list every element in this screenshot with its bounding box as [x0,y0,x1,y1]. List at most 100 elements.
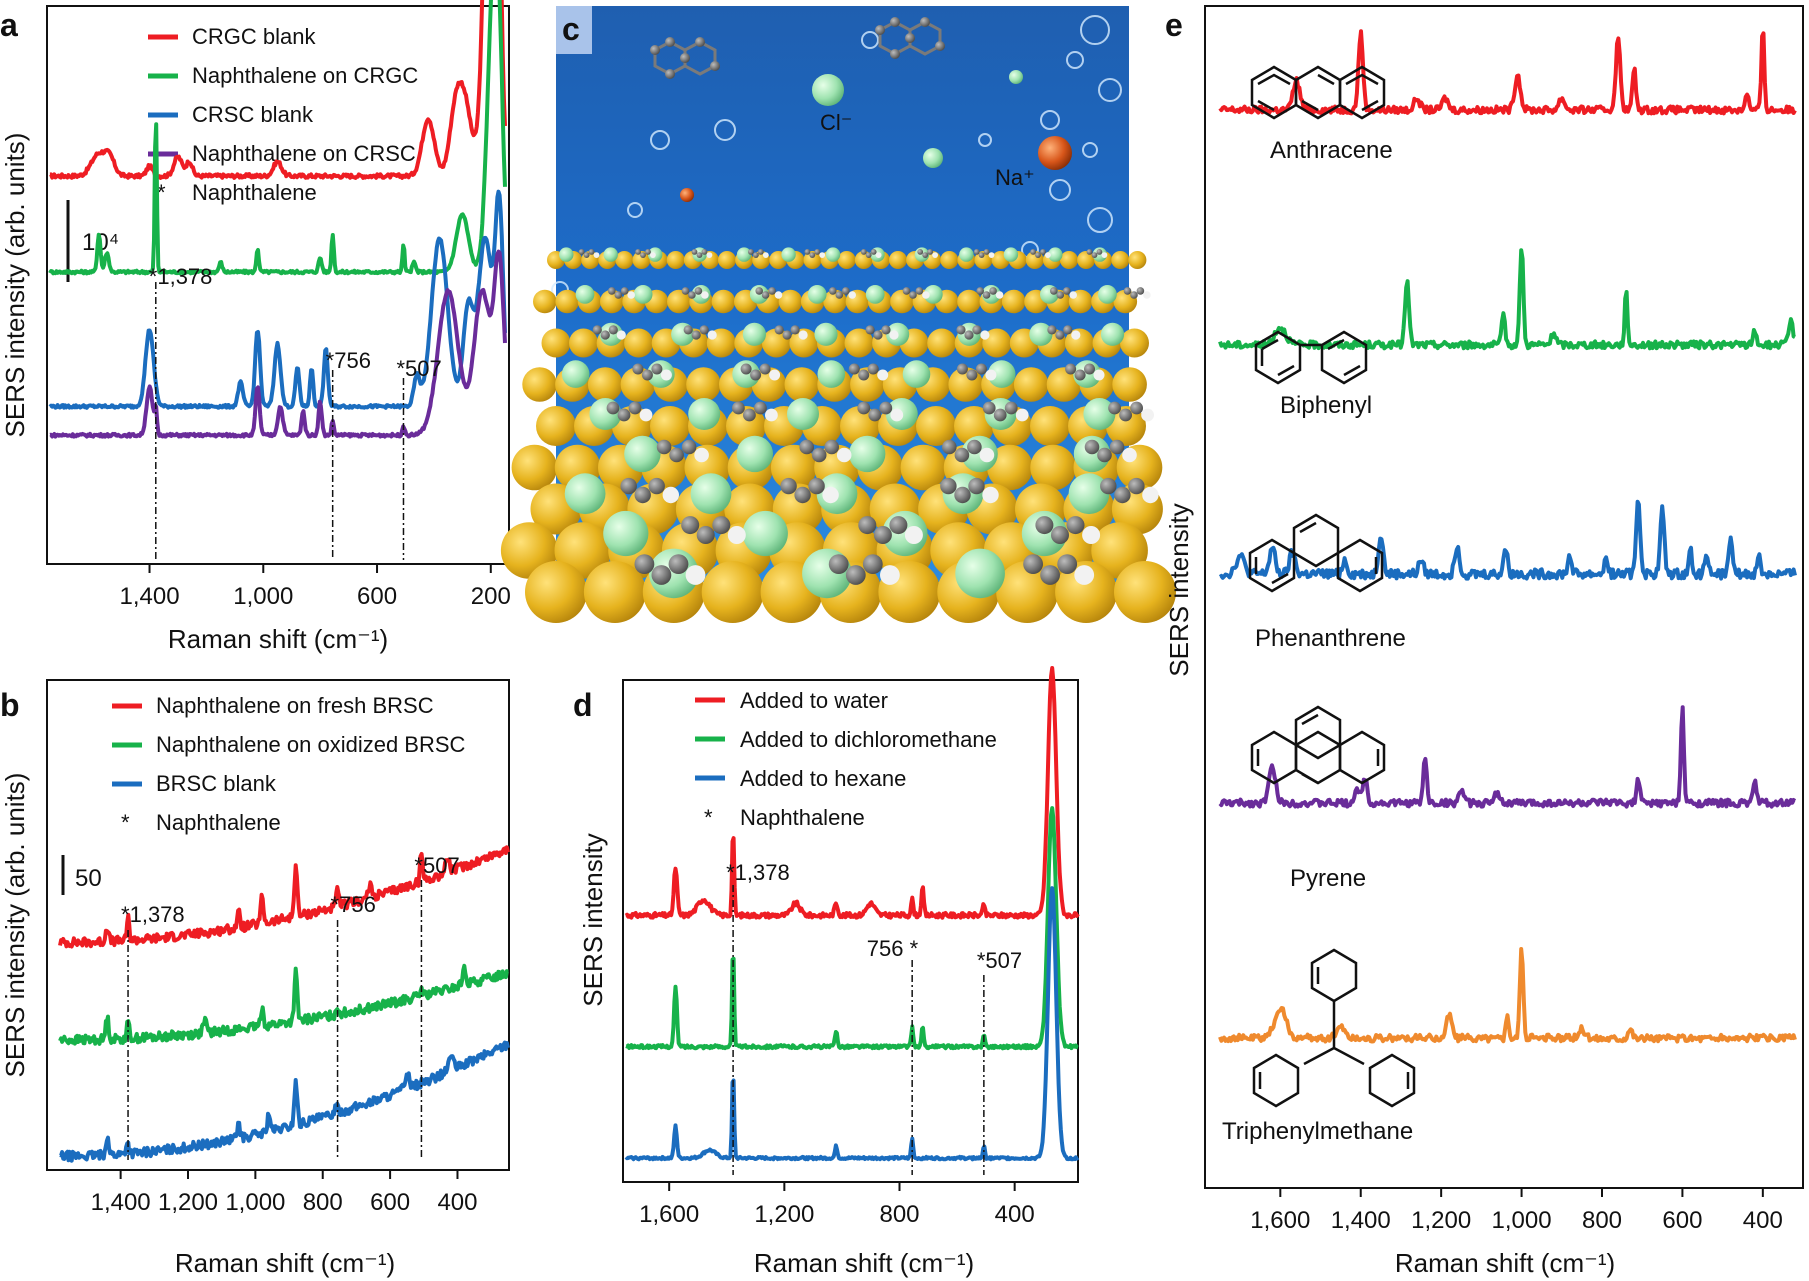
gold-atom [778,289,803,314]
chloride-ion [1098,285,1117,304]
chloride-ion [736,247,752,262]
adsorbed-naphthalene-atom [1050,287,1058,295]
adsorbed-naphthalene-atom [1100,477,1117,495]
adsorbed-naphthalene-atom [1096,249,1103,255]
adsorbed-naphthalene-atom [685,565,706,585]
adsorbed-naphthalene-atom [1101,252,1108,258]
scale-bar-b-label: 50 [75,865,102,892]
legend-marker-asterisk-d: * [704,805,713,830]
gold-atom [844,328,874,358]
floating-naphthalene-2 [875,17,945,59]
adsorbed-naphthalene-atom [634,486,651,504]
adsorbed-naphthalene-atom [967,439,982,455]
gold-atom [1060,251,1078,269]
adsorbed-naphthalene-atom [683,325,693,335]
chloride-ion [1003,247,1019,262]
series-line-crsc-blank [48,189,507,410]
chloride-ion [1048,247,1063,262]
adsorbed-naphthalene-atom [753,252,759,258]
x-tick-label: 600 [370,1189,410,1216]
adsorbed-naphthalene-atom [701,249,708,255]
gold-atom [1013,367,1049,402]
chloride-ion [690,473,732,515]
gold-atom [1114,561,1176,623]
chloride-ion [987,360,1016,388]
adsorbed-naphthalene-atom [606,401,620,415]
adsorbed-naphthalene-atom [848,291,856,299]
adsorbed-naphthalene-atom [600,330,610,340]
x-tick-label: 1,400 [120,583,180,610]
adsorbed-naphthalene-atom [985,369,997,381]
adsorbed-naphthalene-atom [976,287,984,295]
legend-marker-asterisk-b: * [121,810,130,835]
adsorbed-naphthalene-atom [1119,408,1132,422]
adsorbed-naphthalene-atom [824,439,839,455]
series-line-triphenylmethane [1218,947,1797,1044]
gold-atom [536,406,576,446]
adsorbed-naphthalene-atom [765,408,778,422]
gold-atom [632,251,651,269]
series-line-added-to-hexane [624,886,1080,1162]
adsorbed-naphthalene-atom [995,291,1004,299]
adsorbed-naphthalene-atom [983,249,990,255]
legend-label-fresh-brsc: Naphthalene on fresh BRSC [156,693,434,718]
adsorbed-naphthalene-atom [1040,249,1046,255]
adsorbed-naphthalene-atom [620,287,629,295]
panel-letter-d: d [573,687,593,723]
chloride-ion [807,285,827,304]
adsorbed-naphthalene-atom [634,554,655,574]
adsorbed-naphthalene-atom [822,486,839,504]
adsorbed-naphthalene-atom [732,401,745,415]
ion-cl-mid [923,148,943,168]
adsorbed-naphthalene-atom [628,401,642,415]
adsorbed-naphthalene-atom [835,291,844,299]
gold-atom [784,367,820,402]
adsorbed-naphthalene-atom [890,408,904,422]
panel-e-frame [1204,5,1804,1189]
adsorbed-naphthalene-atom [845,565,866,585]
gold-atom [555,289,579,314]
panel-a-legend: CRGC blank Naphthalene on CRGC CRSC blan… [148,24,418,205]
adsorbed-naphthalene-atom [942,439,957,455]
adsorbed-naphthalene-atom [842,287,850,295]
adsorbed-naphthalene-atom [578,249,585,255]
adsorbed-naphthalene-atom [868,408,882,422]
legend-label-naph-crsc: Naphthalene on CRSC [192,141,416,166]
legend-label-naphthalene: Naphthalene [192,180,317,205]
adsorbed-naphthalene-atom [1057,554,1078,574]
gold-atom [1030,444,1076,491]
adsorbed-naphthalene-atom [889,516,908,535]
panel-d-frame [622,679,1079,1183]
panel-c: c Cl⁻ Na⁺ [500,6,1176,623]
chloride-ion [814,322,838,346]
panel-d-y-title: SERS intensity [578,833,608,1006]
series-line-added-to-dichloromethane [625,806,1079,1051]
adsorbed-naphthalene-atom [954,447,970,463]
x-tick-label: 800 [1582,1207,1622,1234]
annotation-label-507: *507 [396,356,441,381]
adsorbed-naphthalene-atom [848,363,860,375]
panel-e: e Anthracene Biphenyl [1164,5,1804,1278]
panel-letter-c: c [562,11,580,47]
gold-atom [957,289,981,314]
panel-a-annotations: *1,378 *756 *507 [149,264,442,560]
chloride-ion [1029,322,1053,346]
gold-atom [541,328,571,358]
panel-b-x-title: Raman shift (cm⁻¹) [175,1248,395,1278]
chloride-ion [742,510,788,557]
legend-label-water: Added to water [740,688,888,713]
adsorbed-naphthalene-atom [707,330,717,340]
adsorbed-naphthalene-atom [614,291,623,299]
adsorbed-naphthalene-atom [814,249,821,255]
adsorbed-naphthalene-atom [828,554,849,574]
adsorbed-naphthalene-atom [1047,325,1057,335]
x-tick-label: 1,000 [225,1189,285,1216]
adsorbed-naphthalene-atom [1065,363,1077,375]
adsorbed-naphthalene-atom [755,287,763,295]
annotation-label-756: *756 [326,348,371,373]
adsorbed-naphthalene-atom [681,516,700,535]
gold-atom [624,328,654,358]
gold-atom [511,444,558,491]
gold-atom [890,289,914,314]
series-line-naphthalene-on-fresh-brsc [58,845,510,949]
